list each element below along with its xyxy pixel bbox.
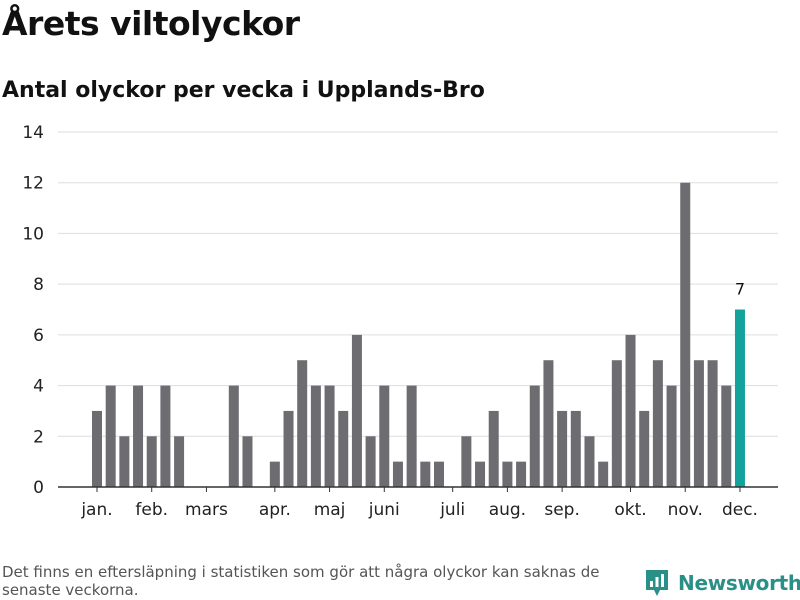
x-tick-label: feb. <box>135 500 168 520</box>
x-tick-label: aug. <box>489 500 526 520</box>
bar <box>242 436 253 487</box>
bar <box>570 410 581 487</box>
bar <box>611 360 622 487</box>
bar <box>666 385 677 487</box>
chart-subtitle: Antal olyckor per vecka i Upplands-Bro <box>2 78 485 103</box>
y-tick-label: 2 <box>33 427 44 447</box>
x-tick-label: maj <box>314 500 346 520</box>
bar <box>379 385 390 487</box>
bar <box>351 334 362 487</box>
bar <box>228 385 239 487</box>
bar <box>502 461 513 487</box>
bar <box>420 461 431 487</box>
bar <box>598 461 609 487</box>
bar <box>543 360 554 487</box>
chart-title: Årets viltolyckor <box>2 4 300 43</box>
y-tick-label: 12 <box>22 174 44 194</box>
data-label: 7 <box>735 280 745 299</box>
newsworthy-logo[interactable]: Newsworthy <box>644 568 800 598</box>
x-tick-label: juni <box>368 500 400 520</box>
bar <box>283 410 294 487</box>
bar <box>516 461 527 487</box>
bar <box>488 410 499 487</box>
bar <box>529 385 540 487</box>
bar <box>406 385 417 487</box>
x-tick-label: apr. <box>259 500 291 520</box>
bar <box>92 410 102 487</box>
bar <box>721 385 732 487</box>
newsworthy-icon <box>646 570 668 596</box>
footnote: Det finns en eftersläpning i statistiken… <box>2 563 600 599</box>
bar <box>392 461 403 487</box>
bar <box>707 360 718 487</box>
x-tick-label: juli <box>439 500 465 520</box>
bar <box>269 461 280 487</box>
bar <box>174 436 185 487</box>
bar <box>434 461 444 487</box>
bar <box>160 385 171 487</box>
x-tick-label: nov. <box>668 500 703 520</box>
bar <box>146 436 157 487</box>
bar <box>625 334 636 487</box>
bar-highlight <box>734 309 745 487</box>
x-tick-label: sep. <box>544 500 580 520</box>
bar <box>297 360 308 487</box>
bar <box>639 410 650 487</box>
bar <box>475 461 486 487</box>
bar <box>338 410 349 487</box>
y-tick-label: 4 <box>33 377 44 397</box>
bar <box>652 360 663 487</box>
bar <box>557 410 568 487</box>
bar <box>324 385 335 487</box>
y-tick-label: 10 <box>22 224 44 244</box>
x-tick-label: okt. <box>614 500 646 520</box>
bar <box>584 436 595 487</box>
y-tick-label: 14 <box>22 123 44 143</box>
bar <box>693 360 704 487</box>
bar <box>365 436 376 487</box>
y-tick-label: 6 <box>33 326 44 346</box>
bar <box>680 182 691 487</box>
bar <box>119 436 130 487</box>
bar <box>310 385 321 487</box>
bar-chart: 0 2 4 6 8 10 12 14 7 jan. feb. mars apr. maj juni juli a… <box>22 123 778 520</box>
y-tick-label: 0 <box>33 478 44 498</box>
y-tick-label: 8 <box>33 275 44 295</box>
brand-name: Newsworthy <box>678 571 800 595</box>
x-tick-label: mars <box>185 500 228 520</box>
bar <box>105 385 116 487</box>
bar <box>461 436 472 487</box>
x-tick-label: dec. <box>722 500 758 520</box>
x-tick-label: jan. <box>80 500 112 520</box>
bar <box>133 385 144 487</box>
